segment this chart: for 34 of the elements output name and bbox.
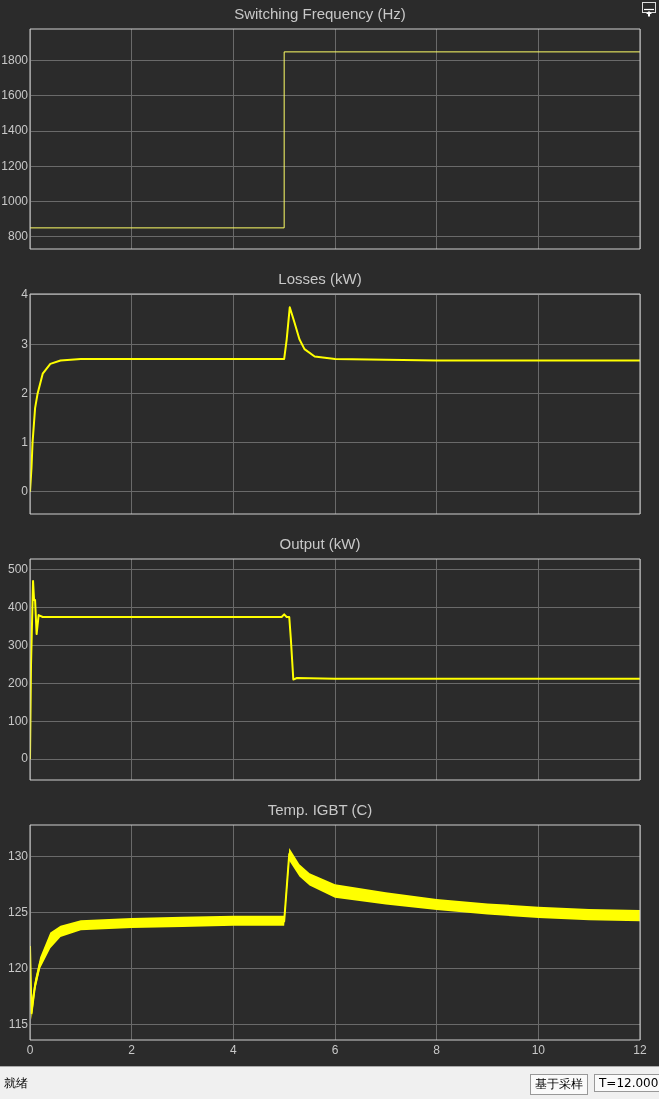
y-tick-label: 120	[7, 960, 29, 975]
x-tick-label: 6	[331, 1042, 339, 1057]
chart-title: Losses (kW)	[278, 270, 362, 288]
y-tick-label: 3	[21, 336, 29, 351]
text: 基于采样	[530, 1074, 588, 1095]
y-tick-label: 115	[8, 1016, 29, 1031]
y-tick-label: 300	[7, 637, 29, 652]
x-tick-label: 4	[229, 1042, 237, 1057]
y-tick-label: 130	[7, 848, 29, 863]
y-tick-label: 125	[7, 904, 29, 919]
y-tick-label: 1800	[1, 52, 29, 67]
text: T=12.000	[594, 1074, 659, 1092]
x-tick-label: 10	[531, 1042, 546, 1057]
x-tick-label: 2	[128, 1042, 136, 1057]
y-tick-label: 4	[21, 287, 29, 302]
y-tick-label: 1000	[1, 193, 29, 208]
y-tick-label: 0	[21, 751, 29, 766]
y-tick-label: 1200	[1, 158, 29, 173]
x-tick-label: 8	[433, 1042, 441, 1057]
y-tick-label: 1600	[1, 88, 29, 103]
y-tick-label: 200	[7, 675, 29, 690]
y-tick-label: 500	[7, 561, 29, 576]
x-tick-label: 12	[633, 1042, 647, 1057]
y-tick-label: 1	[21, 434, 29, 449]
y-tick-label: 100	[7, 713, 29, 728]
chart-title: Output (kW)	[279, 535, 361, 553]
text: 就绪	[3, 1075, 29, 1092]
chart-title: Switching Frequency (Hz)	[234, 5, 406, 23]
y-tick-label: 400	[7, 599, 29, 614]
chart-title: Temp. IGBT (C)	[267, 801, 373, 819]
y-tick-label: 1400	[1, 123, 29, 138]
y-tick-label: 0	[21, 484, 29, 499]
y-tick-label: 800	[7, 228, 29, 243]
y-tick-label: 2	[21, 385, 29, 400]
